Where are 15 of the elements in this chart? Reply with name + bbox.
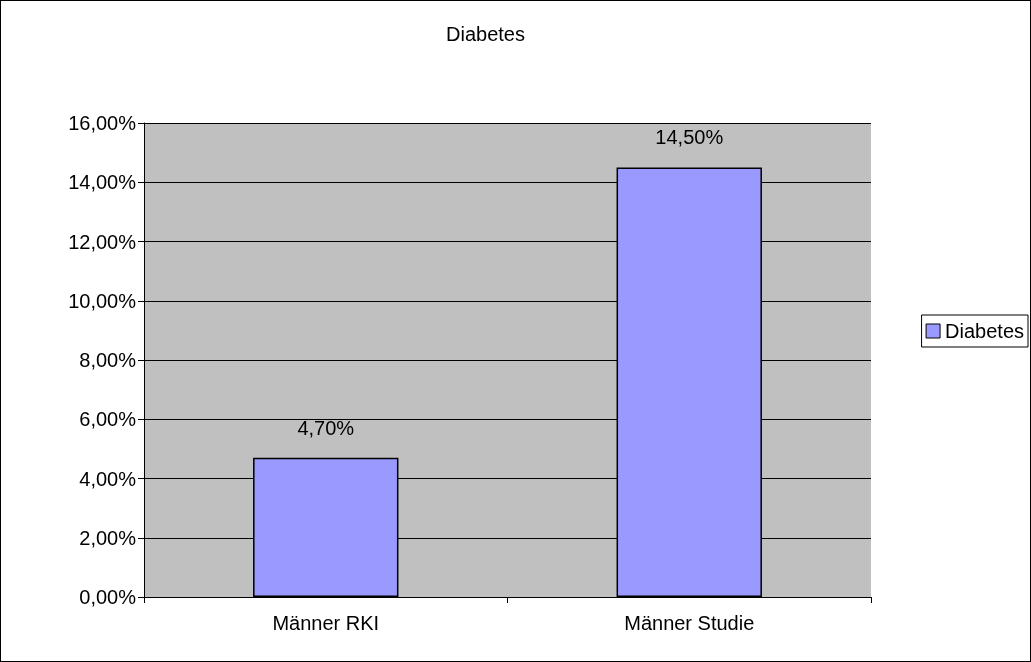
data-label: 4,70% bbox=[297, 416, 355, 439]
y-tick-label: 12,00% bbox=[68, 230, 137, 253]
y-tick-label: 14,00% bbox=[68, 171, 137, 194]
legend-label: Diabetes bbox=[945, 320, 1024, 342]
x-tick-label: Männer RKI bbox=[272, 612, 380, 634]
y-tick-label: 6,00% bbox=[79, 408, 137, 431]
y-tick-label: 4,00% bbox=[79, 467, 137, 490]
data-label: 14,50% bbox=[655, 126, 724, 149]
y-tick-label: 2,00% bbox=[79, 526, 137, 549]
y-tick-label: 0,00% bbox=[79, 586, 137, 608]
chart-title: Diabetes bbox=[446, 23, 525, 45]
y-tick-label: 8,00% bbox=[79, 349, 137, 371]
y-tick-label: 16,00% bbox=[68, 112, 137, 134]
y-tick-label: 10,00% bbox=[68, 289, 137, 312]
x-tick-label: Männer Studie bbox=[624, 612, 755, 634]
